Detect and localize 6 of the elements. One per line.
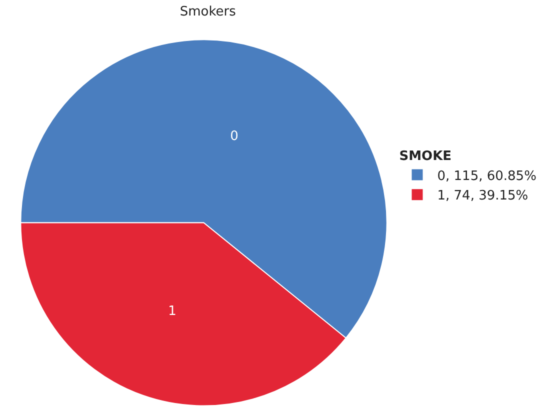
legend-label: 1, 74, 39.15% bbox=[437, 188, 528, 204]
legend-title: SMOKE bbox=[399, 148, 452, 164]
chart-title: Smokers bbox=[180, 4, 236, 20]
legend-label: 0, 115, 60.85% bbox=[437, 168, 536, 184]
text: 0 bbox=[230, 128, 238, 144]
text: 1 bbox=[168, 304, 176, 320]
